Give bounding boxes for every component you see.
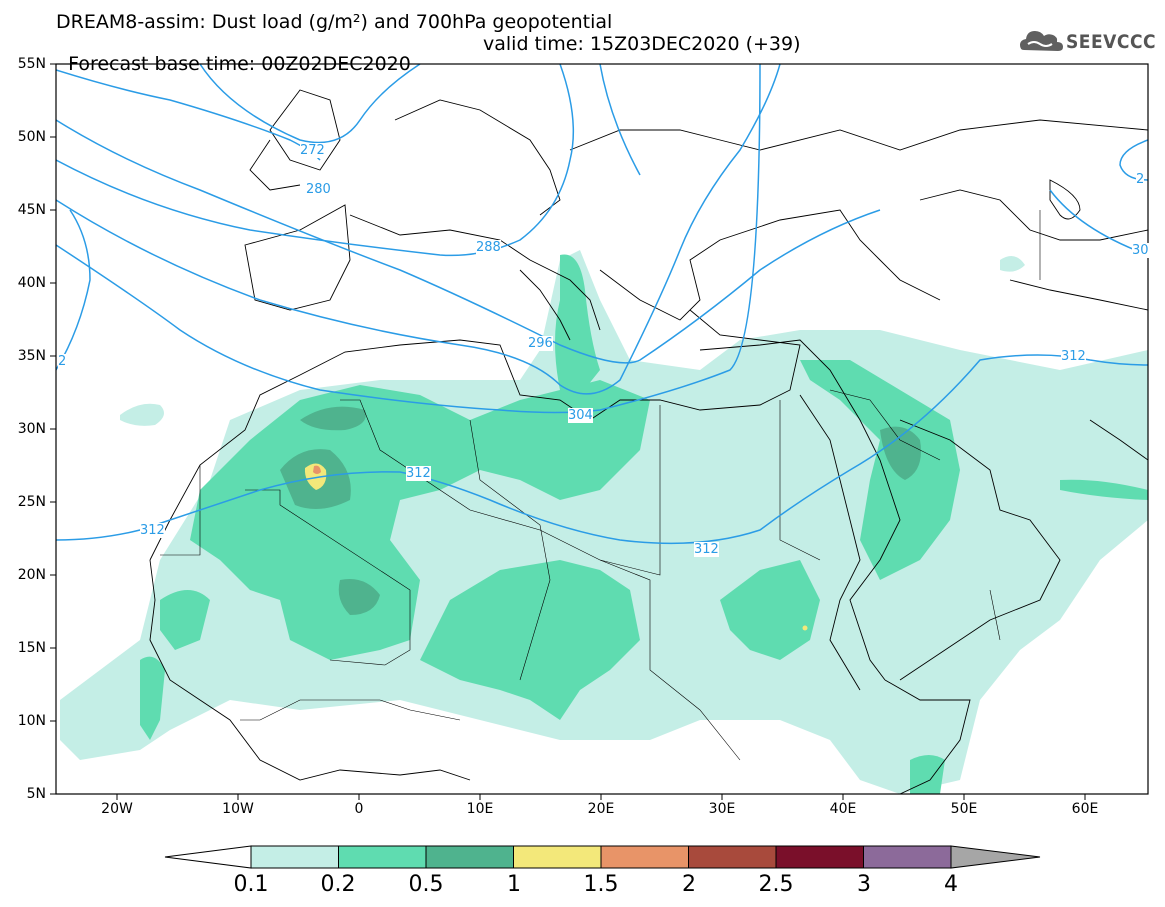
lon-label: 50E <box>950 801 978 817</box>
lon-label: 10W <box>222 801 254 817</box>
lon-label: 40E <box>829 801 857 817</box>
title-line-1: DREAM8-assim: Dust load (g/m²) and 700hP… <box>56 11 613 33</box>
colorbar-label: 0.1 <box>233 872 269 897</box>
colorbar-segment <box>250 845 339 869</box>
lat-label: 10N <box>17 713 46 729</box>
colorbar-segment <box>600 845 689 869</box>
colorbar-segment <box>425 845 514 869</box>
colorbar-label: 0.2 <box>320 872 356 897</box>
dust-layer-0-2 <box>140 254 1148 794</box>
title-line-2: Forecast base time: 00Z02DEC2020 valid t… <box>56 34 800 94</box>
contour-label: 312 <box>406 466 431 481</box>
lat-label: 50N <box>17 129 46 145</box>
colorbar-label: 1.5 <box>583 872 619 897</box>
lat-label: 55N <box>17 56 46 72</box>
contour-label: 30 <box>1132 243 1149 258</box>
cloud-icon <box>1020 31 1063 51</box>
contour-label: 2 <box>1136 172 1145 187</box>
seevccc-logo: SEEVCCC <box>1018 26 1158 58</box>
geopotential-contours <box>56 64 1148 545</box>
contour-label: 2 <box>58 354 67 369</box>
lon-label: 10E <box>466 801 494 817</box>
axis-ticks <box>50 63 1086 800</box>
contour-label: 312 <box>140 523 165 538</box>
lat-label: 20N <box>17 567 46 583</box>
lat-label: 35N <box>17 348 46 364</box>
coastlines <box>149 89 1148 794</box>
colorbar-label: 4 <box>944 872 958 897</box>
contour-label: 296 <box>528 336 553 351</box>
dust-layer-1 <box>304 463 808 631</box>
colorbar-label: 0.5 <box>408 872 444 897</box>
lat-label: 5N <box>26 786 46 802</box>
colorbar-label: 1 <box>507 872 521 897</box>
contour-label: 312 <box>694 542 719 557</box>
contour-label: 272 <box>300 143 325 158</box>
lat-label: 15N <box>17 640 46 656</box>
dust-layer-0-5 <box>280 406 921 615</box>
lon-label: 20W <box>101 801 133 817</box>
borders <box>160 210 1041 761</box>
colorbar-min-triangle <box>164 845 252 869</box>
valid-time: valid time: 15Z03DEC2020 (+39) <box>483 33 801 55</box>
colorbar-segment <box>513 845 602 869</box>
colorbar-segment <box>775 845 864 869</box>
colorbar-segment <box>688 845 777 869</box>
logo-text: SEEVCCC <box>1066 31 1157 53</box>
forecast-base-time: Forecast base time: 00Z02DEC2020 <box>68 53 411 75</box>
colorbar-segment <box>338 845 427 869</box>
colorbar-max-triangle <box>950 845 1041 869</box>
lat-label: 40N <box>17 275 46 291</box>
contour-label: 312 <box>1061 349 1086 364</box>
contour-label: 280 <box>306 182 331 197</box>
lon-label: 30E <box>708 801 736 817</box>
colorbar-label: 2 <box>682 872 696 897</box>
lat-label: 45N <box>17 202 46 218</box>
colorbar-segment <box>863 845 952 869</box>
lat-label: 25N <box>17 494 46 510</box>
contour-label: 288 <box>476 240 501 255</box>
contour-label: 304 <box>568 408 593 423</box>
lat-label: 30N <box>17 421 46 437</box>
lon-label: 20E <box>587 801 615 817</box>
lon-label: 0 <box>354 801 364 817</box>
lon-label: 60E <box>1071 801 1099 817</box>
colorbar-label: 2.5 <box>758 872 794 897</box>
colorbar-label: 3 <box>857 872 871 897</box>
